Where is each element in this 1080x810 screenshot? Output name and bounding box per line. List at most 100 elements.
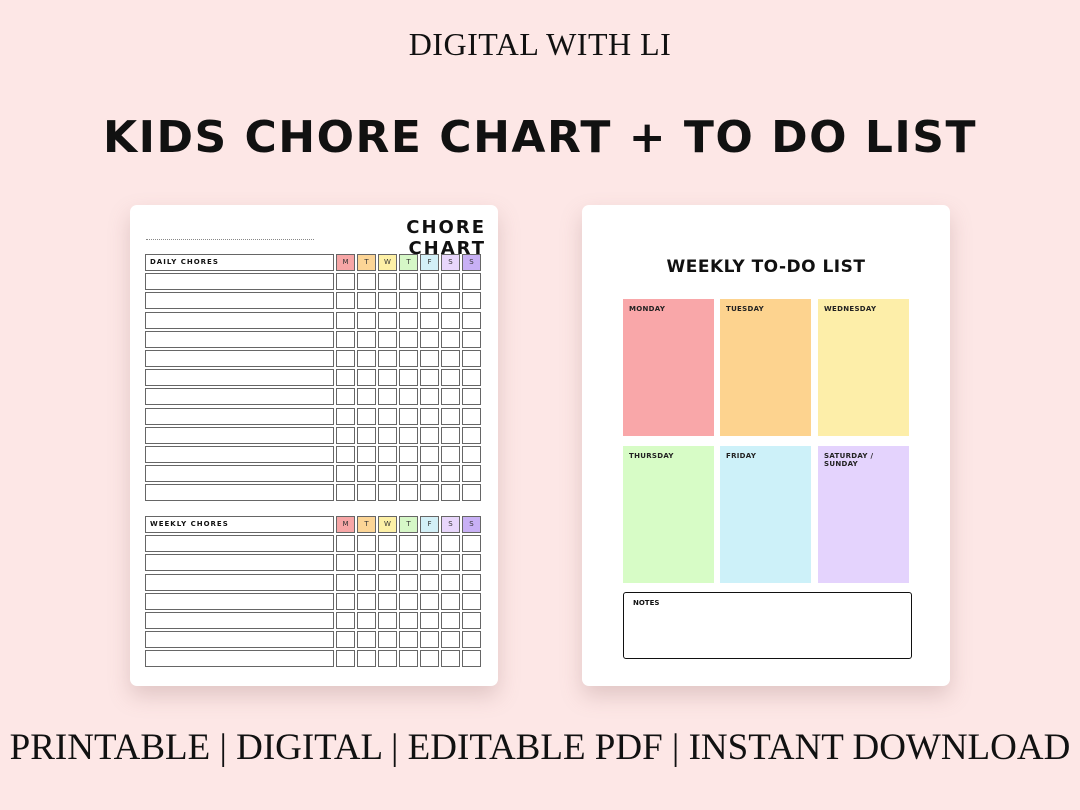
day-header-cell: W bbox=[378, 516, 397, 533]
day-header-cell: T bbox=[357, 516, 376, 533]
day-header-cell: S bbox=[441, 254, 460, 271]
check-box bbox=[399, 330, 418, 348]
day-header-cell: T bbox=[399, 254, 418, 271]
day-box-saturday-sunday: SATURDAY / SUNDAY bbox=[818, 446, 909, 583]
check-box bbox=[378, 426, 397, 444]
chore-name-cell bbox=[145, 292, 334, 310]
day-header-cell: S bbox=[441, 516, 460, 533]
day-letter: F bbox=[427, 520, 432, 528]
check-box bbox=[462, 311, 481, 329]
check-box bbox=[357, 535, 376, 553]
chore-name-cell bbox=[145, 465, 334, 483]
check-box bbox=[357, 426, 376, 444]
check-box bbox=[336, 273, 355, 291]
check-box bbox=[399, 592, 418, 610]
check-box bbox=[399, 650, 418, 668]
check-box bbox=[420, 311, 439, 329]
check-box bbox=[420, 465, 439, 483]
check-box bbox=[399, 631, 418, 649]
day-letter: F bbox=[427, 258, 432, 266]
check-box bbox=[462, 484, 481, 502]
chore-name-cell bbox=[145, 612, 334, 629]
day-letter: M bbox=[342, 258, 349, 266]
check-box bbox=[420, 426, 439, 444]
check-box bbox=[441, 446, 460, 463]
check-box bbox=[399, 407, 418, 425]
check-box bbox=[420, 273, 439, 291]
check-box bbox=[462, 535, 481, 553]
chore-name-cell bbox=[145, 554, 334, 572]
check-box bbox=[441, 426, 460, 444]
check-box bbox=[336, 350, 355, 367]
check-box bbox=[399, 612, 418, 629]
check-box bbox=[441, 592, 460, 610]
check-box bbox=[336, 369, 355, 387]
chore-name-cell bbox=[145, 350, 334, 367]
chore-name-cell bbox=[145, 650, 334, 668]
day-box-wednesday: WEDNESDAY bbox=[818, 299, 909, 436]
check-box bbox=[420, 631, 439, 649]
day-letter: M bbox=[342, 520, 349, 528]
check-box bbox=[357, 592, 376, 610]
check-box bbox=[399, 554, 418, 572]
check-box bbox=[462, 612, 481, 629]
day-box-label: SATURDAY / SUNDAY bbox=[824, 452, 874, 468]
day-header-cell: S bbox=[462, 254, 481, 271]
day-header-cell: F bbox=[420, 254, 439, 271]
check-box bbox=[336, 330, 355, 348]
check-box bbox=[441, 330, 460, 348]
check-box bbox=[441, 554, 460, 572]
chore-name-cell bbox=[145, 573, 334, 591]
check-box bbox=[462, 446, 481, 463]
check-box bbox=[462, 573, 481, 591]
check-box bbox=[378, 369, 397, 387]
check-box bbox=[399, 369, 418, 387]
check-box bbox=[462, 426, 481, 444]
check-box bbox=[420, 612, 439, 629]
check-box bbox=[357, 273, 376, 291]
check-box bbox=[462, 369, 481, 387]
daily-label: DAILY CHORES bbox=[150, 258, 219, 266]
check-box bbox=[462, 388, 481, 406]
check-box bbox=[336, 311, 355, 329]
check-box bbox=[357, 369, 376, 387]
check-box bbox=[399, 311, 418, 329]
day-box-monday: MONDAY bbox=[623, 299, 714, 436]
check-box bbox=[336, 465, 355, 483]
check-box bbox=[420, 330, 439, 348]
check-box bbox=[336, 484, 355, 502]
day-letter: S bbox=[469, 258, 474, 266]
chore-name-cell bbox=[145, 484, 334, 502]
check-box bbox=[378, 631, 397, 649]
check-box bbox=[357, 446, 376, 463]
check-box bbox=[462, 350, 481, 367]
check-box bbox=[441, 273, 460, 291]
page-title: KIDS CHORE CHART + TO DO LIST bbox=[103, 112, 977, 163]
day-header-cell: T bbox=[357, 254, 376, 271]
day-box-tuesday: TUESDAY bbox=[720, 299, 811, 436]
chore-name-cell bbox=[145, 535, 334, 553]
day-header-cell: M bbox=[336, 254, 355, 271]
day-letter: W bbox=[384, 520, 391, 528]
day-letter: S bbox=[448, 520, 453, 528]
day-box-friday: FRIDAY bbox=[720, 446, 811, 583]
check-box bbox=[441, 612, 460, 629]
weekly-label: WEEKLY CHORES bbox=[150, 520, 229, 528]
check-box bbox=[336, 292, 355, 310]
check-box bbox=[378, 592, 397, 610]
day-header-cell: W bbox=[378, 254, 397, 271]
check-box bbox=[336, 446, 355, 463]
check-box bbox=[378, 273, 397, 291]
check-box bbox=[378, 573, 397, 591]
chore-name-cell bbox=[145, 426, 334, 444]
notes-label: NOTES bbox=[633, 599, 660, 607]
check-box bbox=[441, 388, 460, 406]
chore-name-cell bbox=[145, 311, 334, 329]
check-box bbox=[420, 592, 439, 610]
day-box-label: FRIDAY bbox=[726, 452, 757, 460]
check-box bbox=[357, 350, 376, 367]
check-box bbox=[420, 388, 439, 406]
check-box bbox=[420, 292, 439, 310]
day-letter: T bbox=[406, 258, 411, 266]
check-box bbox=[420, 573, 439, 591]
